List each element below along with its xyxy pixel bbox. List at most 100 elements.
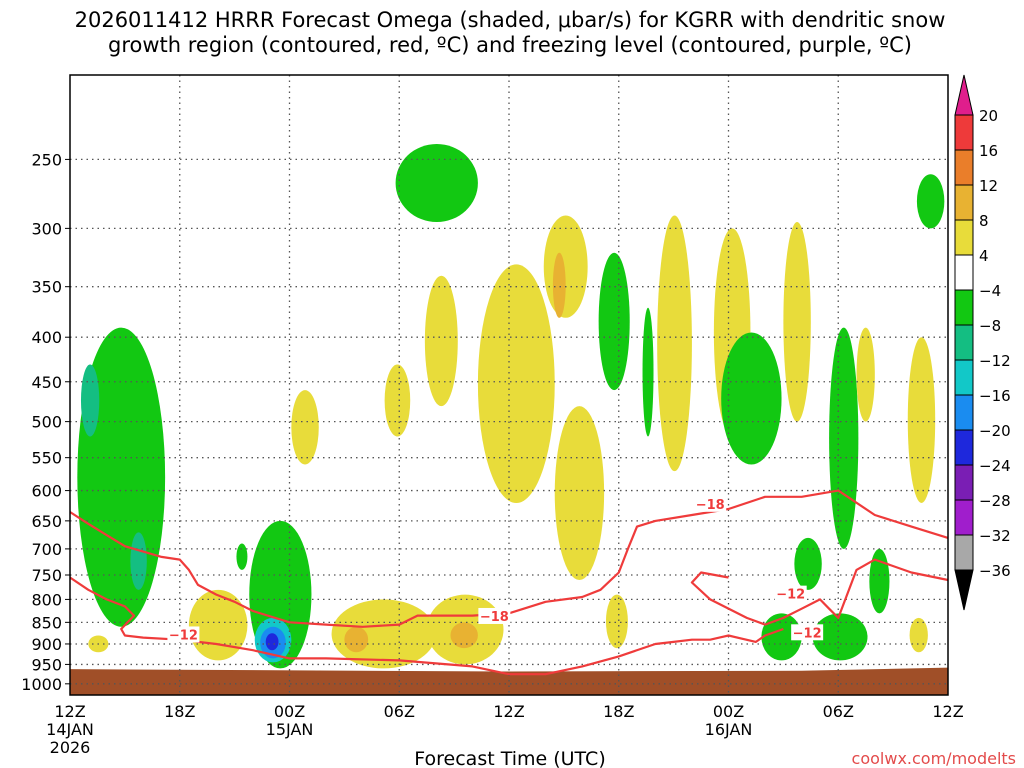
colorbar-segment-12 [954, 534, 974, 571]
x-tick-label-8: 12Z [932, 702, 963, 721]
contour-label-bg-1 [478, 607, 511, 624]
y-tick-label-700: 700 [31, 540, 62, 559]
colorbar-label-6: −8 [979, 317, 1001, 335]
x-tick-date-2: 15JAN [266, 720, 314, 739]
colorbar-label-2: 12 [979, 177, 998, 195]
contour-label-2: −18 [696, 498, 725, 513]
contour-label-bg-2 [694, 495, 727, 512]
x-tick-label-2: 00Z [274, 702, 305, 721]
omega-region-34 [812, 613, 868, 661]
colorbar-segment-9 [954, 429, 974, 466]
colorbar-label-13: −36 [979, 562, 1011, 580]
omega-region-30 [554, 406, 605, 581]
plot-area: 250 300 350 400 450 500 550 600 650 700 750 800 850 9… [21, 74, 964, 757]
contour-label-bg-3 [774, 585, 807, 602]
chart-title-line1: 2026011412 HRRR Forecast Omega (shaded, … [75, 8, 946, 32]
x-tick-label-6: 00Z [713, 702, 744, 721]
colorbar-segment-11 [954, 499, 974, 536]
omega-region-22 [856, 327, 875, 422]
omega-region-31 [605, 594, 628, 649]
colorbar-bottom-arrow [954, 569, 974, 611]
omega-region-36 [794, 537, 822, 590]
colorbar-segment-10 [954, 464, 974, 501]
contour-label-0: −12 [169, 628, 198, 643]
chart-title-line2: growth region (contoured, red, ºC) and f… [108, 33, 912, 57]
omega-region-29 [450, 622, 478, 649]
contour-label-1: −18 [480, 610, 509, 625]
colorbar-segment-7 [954, 359, 974, 396]
colorbar: 20 16 12 8 4 −4 −8 −12 −16 −20 −24 −28 −32 −36 [954, 74, 1011, 611]
y-tick-label-300: 300 [31, 219, 62, 238]
y-tick-label-550: 550 [31, 449, 62, 468]
colorbar-label-0: 20 [979, 107, 998, 125]
colorbar-label-12: −32 [979, 527, 1011, 545]
x-axis-label: Forecast Time (UTC) [414, 748, 605, 768]
omega-region-25 [188, 589, 248, 661]
colorbar-segment-3 [954, 219, 974, 256]
y-tick-label-600: 600 [31, 482, 62, 501]
contour-label-3: −12 [776, 588, 805, 603]
omega-region-19 [721, 332, 782, 465]
omega-region-7 [265, 633, 279, 651]
omega-region-21 [829, 327, 859, 549]
omega-region-14 [552, 252, 566, 318]
x-tick-label-5: 18Z [603, 702, 634, 721]
omega-region-23 [907, 337, 936, 503]
colorbar-segment-5 [954, 289, 974, 326]
y-tick-label-250: 250 [31, 150, 62, 169]
x-tick-label-7: 06Z [823, 702, 854, 721]
x-tick-label-3: 06Z [384, 702, 415, 721]
y-tick-label-650: 650 [31, 512, 62, 531]
colorbar-label-4: 4 [979, 247, 989, 265]
omega-region-8 [236, 543, 248, 570]
plot-frame [69, 74, 949, 696]
omega-region-17 [642, 307, 654, 437]
omega-region-27 [344, 626, 369, 653]
colorbar-segment-1 [954, 149, 974, 186]
y-tick-label-900: 900 [31, 635, 62, 654]
y-tick-label-850: 850 [31, 613, 62, 632]
omega-region-12 [477, 264, 555, 503]
colorbar-label-10: −24 [979, 457, 1011, 475]
x-tick-label-0: 12Z [54, 702, 85, 721]
omega-region-37 [909, 617, 928, 653]
contour-label-4: −12 [793, 626, 822, 641]
omega-region-24 [916, 174, 945, 229]
colorbar-label-11: −28 [979, 492, 1011, 510]
y-tick-label-1000: 1000 [21, 675, 62, 694]
x-tick-date-0: 14JAN [46, 720, 94, 739]
colorbar-segment-0 [954, 114, 974, 151]
colorbar-label-5: −4 [979, 282, 1001, 300]
colorbar-segment-8 [954, 394, 974, 431]
omega-region-16 [657, 215, 692, 472]
omega-region-0 [395, 143, 478, 223]
colorbar-top-arrow [954, 74, 974, 116]
colorbar-segment-6 [954, 324, 974, 361]
y-tick-label-800: 800 [31, 590, 62, 609]
y-tick-label-950: 950 [31, 655, 62, 674]
y-tick-label-450: 450 [31, 373, 62, 392]
omega-region-15 [598, 252, 630, 391]
dgz-contour-0 [69, 576, 784, 676]
omega-region-9 [424, 275, 458, 407]
x-tick-date-6: 16JAN [705, 720, 753, 739]
colorbar-label-1: 16 [979, 142, 998, 160]
colorbar-segment-4 [954, 254, 974, 291]
colorbar-label-3: 8 [979, 212, 989, 230]
colorbar-label-9: −20 [979, 422, 1011, 440]
x-tick-year-0: 2026 [50, 738, 91, 757]
source-credit: coolwx.com/modelts [852, 749, 1016, 768]
colorbar-label-7: −12 [979, 352, 1011, 370]
colorbar-segment-2 [954, 184, 974, 221]
omega-region-2 [80, 364, 100, 437]
x-tick-label-1: 18Z [164, 702, 195, 721]
contour-label-bg-4 [791, 624, 824, 641]
omega-region-11 [291, 390, 319, 465]
x-tick-label-4: 12Z [493, 702, 524, 721]
y-tick-label-400: 400 [31, 328, 62, 347]
dgz-contour-2 [690, 558, 949, 626]
y-tick-label-350: 350 [31, 278, 62, 297]
y-tick-label-500: 500 [31, 413, 62, 432]
omega-region-10 [384, 364, 411, 437]
